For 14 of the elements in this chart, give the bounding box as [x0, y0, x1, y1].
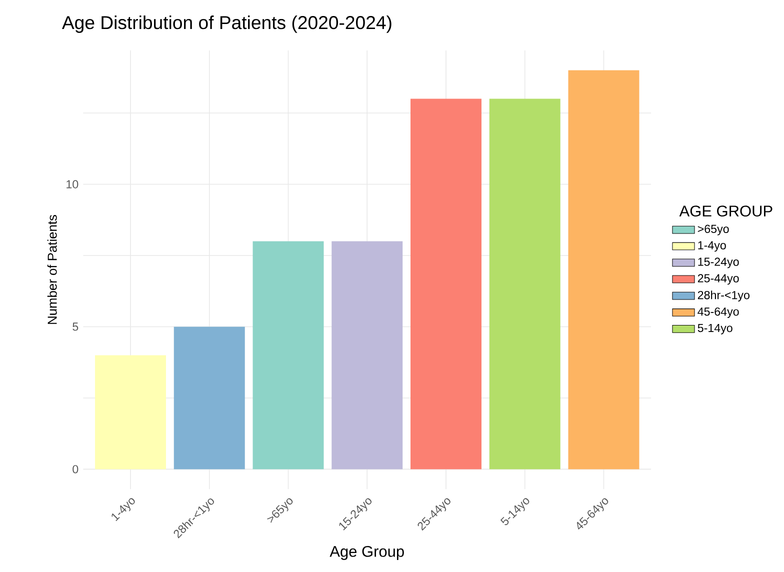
- y-tick-label: 0: [72, 465, 78, 474]
- x-axis-title: Age Group: [330, 546, 404, 560]
- legend-label: 28hr-<1yo: [698, 290, 750, 302]
- legend-label: >65yo: [698, 224, 729, 236]
- legend-label: 25-44yo: [698, 274, 739, 285]
- chart-title: Age Distribution of Patients (2020-2024): [62, 16, 392, 33]
- legend-label: 15-24yo: [698, 258, 739, 268]
- y-tick-label: 5: [72, 322, 78, 331]
- y-axis-title: Number of Patients: [47, 215, 57, 324]
- legend-label: 5-14yo: [698, 324, 732, 334]
- y-tick-label: 10: [66, 180, 78, 188]
- legend-title: AGE GROUP: [679, 206, 772, 217]
- legend-label: 1-4yo: [698, 241, 726, 252]
- legend-label: 45-64yo: [698, 308, 739, 318]
